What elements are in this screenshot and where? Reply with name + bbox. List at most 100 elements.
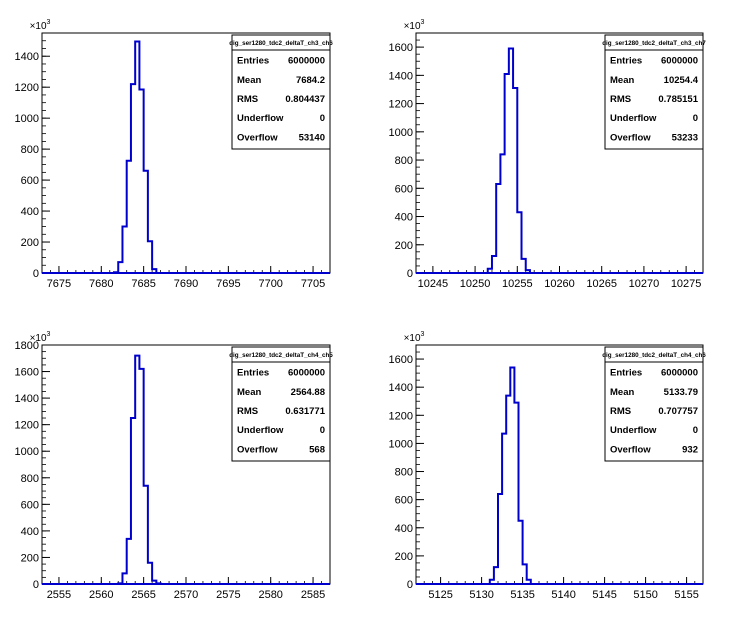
stats-box-frame — [231, 34, 331, 150]
y-tick-label: 800 — [395, 155, 413, 167]
y-tick-label: 400 — [21, 526, 39, 538]
y-tick-label: 1000 — [15, 446, 39, 458]
x-tick-label: 7695 — [216, 278, 240, 290]
x-tick-label: 5125 — [428, 589, 452, 601]
histogram-line — [117, 354, 162, 585]
y-multiplier-base: ×10 — [30, 21, 47, 32]
y-tick-label: 600 — [395, 183, 413, 195]
stats-box-frame — [604, 34, 704, 150]
x-tick-label: 7705 — [301, 278, 325, 290]
stats-row-label: Overflow — [237, 132, 278, 143]
stats-row-value: 0.631771 — [285, 406, 325, 417]
x-tick-label: 7685 — [131, 278, 155, 290]
stats-row-label: RMS — [610, 94, 631, 105]
stats-row-label: Underflow — [237, 113, 284, 124]
stats-row-value: 0 — [693, 113, 698, 124]
y-tick-label: 1200 — [389, 410, 413, 422]
y-tick-label: 1400 — [15, 51, 39, 63]
histogram-panel: 7675 7680 7685 7690 7695 7700 7705 0 200 400 600 80… — [15, 19, 334, 290]
y-tick-label: 600 — [21, 175, 39, 187]
stats-row-label: Overflow — [610, 132, 651, 143]
stats-row-value: 2564.88 — [291, 387, 325, 398]
stats-row-label: Mean — [610, 387, 634, 398]
histogram-panel: 10245 10250 10255 10260 10265 10270 10275 0 200 4… — [389, 19, 707, 290]
stats-row-value: 53140 — [299, 132, 325, 143]
stats-row-label: Entries — [237, 56, 269, 67]
stats-row-value: 0 — [320, 425, 325, 436]
stats-box: dig_ser1280_tdc2_deltaT_ch3_ch6 Entries 60… — [229, 34, 333, 150]
y-tick-label: 0 — [407, 579, 413, 591]
y-tick-label: 1000 — [389, 127, 413, 139]
stats-row-label: RMS — [237, 94, 258, 105]
y-multiplier-label: ×103 — [30, 19, 51, 32]
x-tick-label: 10250 — [460, 278, 491, 290]
y-multiplier-exponent: 3 — [421, 19, 425, 26]
y-tick-label: 200 — [21, 552, 39, 564]
x-tick-label: 7680 — [89, 278, 113, 290]
stats-row-value: 7684.2 — [296, 75, 325, 86]
y-tick-label: 0 — [407, 268, 413, 280]
x-tick-label: 2570 — [174, 589, 198, 601]
y-tick-label: 800 — [395, 467, 413, 479]
y-tick-label: 1000 — [389, 438, 413, 450]
stats-box-frame — [604, 346, 704, 462]
y-tick-label: 400 — [395, 523, 413, 535]
x-tick-label: 5155 — [674, 589, 698, 601]
stats-box-frame — [231, 346, 331, 462]
x-tick-label: 5150 — [633, 589, 657, 601]
histogram-panel: 5125 5130 5135 5140 5145 5150 5155 0 200 400 600 80… — [389, 331, 707, 601]
y-tick-label: 600 — [395, 495, 413, 507]
stats-row-value: 6000000 — [288, 56, 325, 67]
x-tick-label: 10245 — [418, 278, 449, 290]
stats-row-value: 6000000 — [661, 56, 698, 67]
y-tick-label: 1200 — [389, 99, 413, 111]
x-tick-label: 7675 — [47, 278, 71, 290]
x-tick-label: 5130 — [469, 589, 493, 601]
stats-row-value: 0.707757 — [658, 406, 698, 417]
x-tick-label: 2575 — [216, 589, 240, 601]
y-tick-label: 1400 — [389, 382, 413, 394]
stats-row-label: RMS — [237, 406, 258, 417]
y-multiplier-base: ×10 — [30, 333, 47, 344]
stats-row-label: Mean — [237, 75, 261, 86]
stats-row-label: Underflow — [610, 425, 657, 436]
x-tick-label: 10260 — [544, 278, 575, 290]
stats-box-title: dig_ser1280_tdc2_deltaT_ch4_ch6 — [602, 352, 706, 359]
y-tick-label: 1800 — [15, 340, 39, 352]
x-tick-label: 7690 — [174, 278, 198, 290]
y-tick-label: 400 — [21, 206, 39, 218]
y-tick-label: 1600 — [15, 367, 39, 379]
stats-box: dig_ser1280_tdc2_deltaT_ch4_ch6 Entries 60… — [602, 346, 706, 462]
stats-row-value: 53233 — [672, 132, 698, 143]
y-tick-label: 200 — [21, 237, 39, 249]
stats-row-value: 6000000 — [288, 368, 325, 379]
stats-row-value: 6000000 — [661, 368, 698, 379]
stats-box: dig_ser1280_tdc2_deltaT_ch4_ch5 Entries 60… — [229, 346, 333, 462]
stats-row-label: Mean — [237, 387, 261, 398]
x-tick-label: 2580 — [258, 589, 282, 601]
y-tick-label: 200 — [395, 240, 413, 252]
x-tick-label: 5135 — [510, 589, 534, 601]
stats-row-value: 0.785151 — [658, 94, 698, 105]
y-tick-label: 200 — [395, 551, 413, 563]
stats-box: dig_ser1280_tdc2_deltaT_ch3_ch7 Entries 60… — [602, 34, 706, 150]
x-tick-label: 2560 — [89, 589, 113, 601]
x-tick-label: 2565 — [131, 589, 155, 601]
x-tick-label: 10275 — [671, 278, 702, 290]
stats-box-title: dig_ser1280_tdc2_deltaT_ch3_ch7 — [602, 40, 706, 47]
x-tick-label: 5145 — [592, 589, 616, 601]
y-tick-label: 1400 — [15, 393, 39, 405]
y-tick-label: 600 — [21, 499, 39, 511]
stats-row-value: 0 — [320, 113, 325, 124]
y-tick-label: 0 — [33, 579, 39, 591]
stats-row-value: 5133.79 — [664, 387, 698, 398]
histogram-line — [488, 366, 532, 584]
y-multiplier-exponent: 3 — [47, 331, 51, 338]
y-tick-label: 1200 — [15, 420, 39, 432]
y-tick-label: 0 — [33, 268, 39, 280]
y-multiplier-exponent: 3 — [421, 331, 425, 338]
stats-row-label: Overflow — [610, 444, 651, 455]
stats-row-value: 568 — [309, 444, 325, 455]
stats-row-value: 0 — [693, 425, 698, 436]
